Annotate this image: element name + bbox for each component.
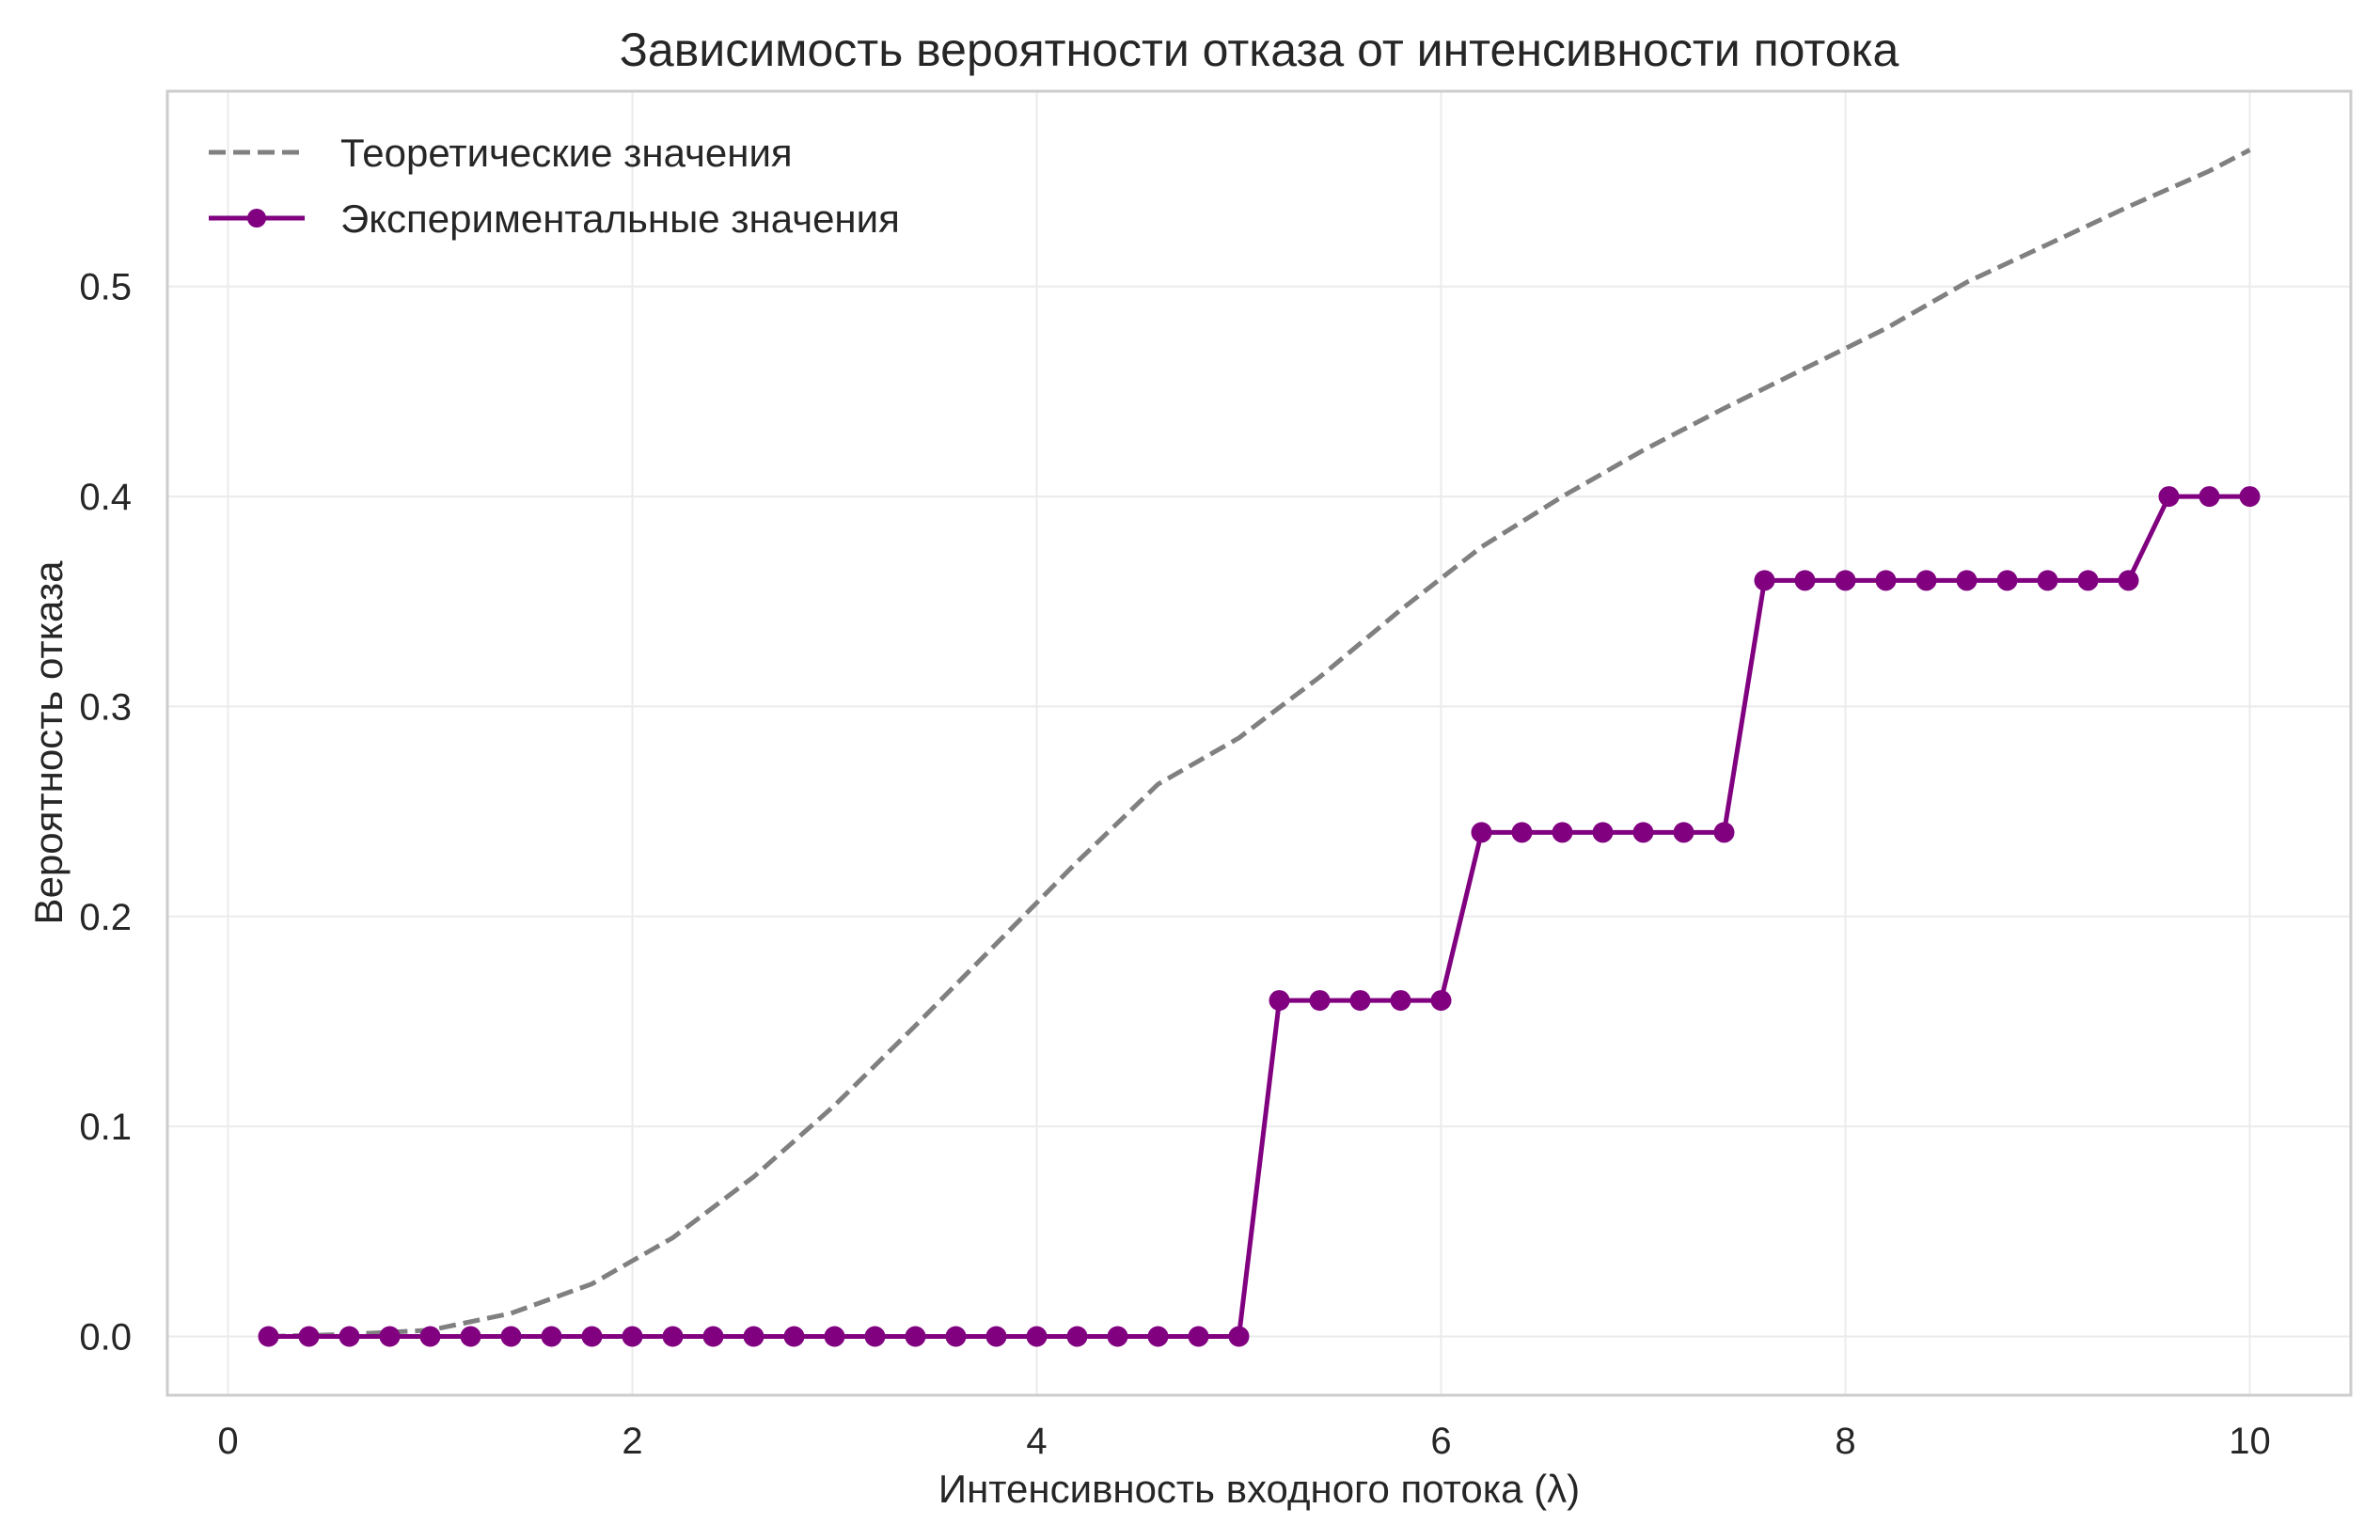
series-experimental-point xyxy=(2037,570,2058,591)
series-experimental-point xyxy=(1915,570,1937,591)
series-experimental-point xyxy=(500,1326,522,1347)
series-experimental-point xyxy=(1066,1326,1088,1347)
series-experimental-point xyxy=(1269,990,1290,1012)
legend-experimental-marker xyxy=(247,209,266,228)
series-experimental-point xyxy=(622,1326,643,1347)
series-experimental-point xyxy=(2077,570,2099,591)
legend-theoretical-label: Теоретические значения xyxy=(340,131,793,175)
series-experimental-point xyxy=(1188,1326,1209,1347)
series-experimental-point xyxy=(702,1326,724,1347)
series-experimental-point xyxy=(662,1326,684,1347)
series-experimental-point xyxy=(1228,1326,1250,1347)
series-experimental-point xyxy=(379,1326,401,1347)
series-experimental-point xyxy=(864,1326,886,1347)
series-experimental-point xyxy=(460,1326,481,1347)
y-tick-label: 0.3 xyxy=(79,686,132,728)
series-experimental-point xyxy=(905,1326,926,1347)
x-tick-label: 0 xyxy=(217,1421,238,1462)
series-experimental-point xyxy=(1956,570,1978,591)
series-experimental-point xyxy=(1026,1326,1048,1347)
series-experimental-point xyxy=(945,1326,967,1347)
x-tick-label: 10 xyxy=(2229,1421,2271,1462)
series-experimental-point xyxy=(2199,486,2220,508)
series-experimental-point xyxy=(2239,486,2261,508)
series-experimental-point xyxy=(1430,990,1452,1012)
series-experimental-point xyxy=(824,1326,845,1347)
x-axis-label: Интенсивность входного потока (λ) xyxy=(938,1467,1580,1511)
series-experimental-point xyxy=(1592,822,1614,843)
x-tick-label: 8 xyxy=(1835,1421,1855,1462)
series-experimental-point xyxy=(1835,570,1856,591)
series-experimental-point xyxy=(258,1326,279,1347)
series-experimental-point xyxy=(1552,822,1573,843)
series-experimental-point xyxy=(298,1326,320,1347)
y-tick-label: 0.0 xyxy=(79,1316,132,1358)
series-experimental-point xyxy=(541,1326,562,1347)
x-tick-label: 4 xyxy=(1026,1421,1047,1462)
legend: Теоретические значения Экспериментальные… xyxy=(209,131,900,241)
axis-ticks: 0 2 4 6 8 10 0.0 0.1 0.2 0.3 0.4 0.5 xyxy=(79,267,2270,1462)
x-tick-label: 6 xyxy=(1430,1421,1451,1462)
series-experimental-point xyxy=(1632,822,1654,843)
series-experimental-point xyxy=(2118,570,2139,591)
series-experimental-point xyxy=(581,1326,603,1347)
series-experimental-point xyxy=(1349,990,1371,1012)
series-experimental-point xyxy=(419,1326,441,1347)
series-experimental-point xyxy=(1794,570,1816,591)
series-experimental-point xyxy=(743,1326,764,1347)
series-experimental-point xyxy=(339,1326,360,1347)
series-experimental-point xyxy=(2158,486,2180,508)
plot-area xyxy=(258,148,2261,1347)
series-experimental-point xyxy=(1713,822,1735,843)
series-experimental-point xyxy=(1673,822,1694,843)
x-tick-label: 2 xyxy=(622,1421,642,1462)
series-experimental-point xyxy=(1875,570,1897,591)
legend-experimental-label: Экспериментальные значения xyxy=(340,196,900,241)
series-experimental-point xyxy=(783,1326,805,1347)
series-experimental-point xyxy=(1511,822,1533,843)
series-experimental-point xyxy=(1754,570,1775,591)
y-tick-label: 0.4 xyxy=(79,477,132,518)
y-tick-label: 0.2 xyxy=(79,897,132,938)
series-experimental-point xyxy=(1471,822,1492,843)
series-experimental-point xyxy=(1147,1326,1169,1347)
grid xyxy=(167,91,2351,1395)
series-theoretical-line xyxy=(268,148,2251,1339)
plot-frame xyxy=(165,89,2353,1397)
series-experimental-point xyxy=(1996,570,2018,591)
y-tick-label: 0.5 xyxy=(79,267,132,308)
chart-title: Зависимость вероятности отказа от интенс… xyxy=(620,24,1899,76)
series-experimental-point xyxy=(985,1326,1007,1347)
series-experimental-point xyxy=(1390,990,1411,1012)
series-experimental-point xyxy=(1309,990,1331,1012)
y-axis-label: Вероятность отказа xyxy=(26,560,71,925)
series-experimental-point xyxy=(1107,1326,1128,1347)
y-tick-label: 0.1 xyxy=(79,1107,132,1148)
